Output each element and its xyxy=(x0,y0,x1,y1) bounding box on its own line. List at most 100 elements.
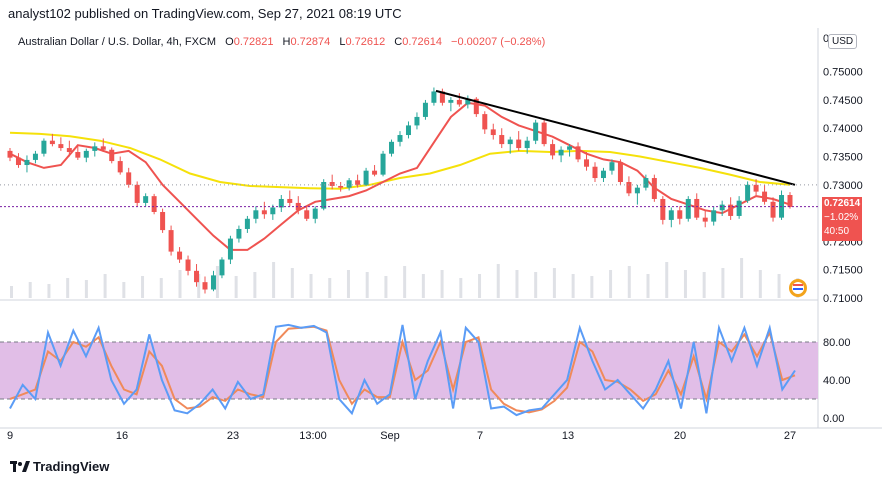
volume-bar xyxy=(552,268,556,298)
stoch-k-line xyxy=(9,323,796,417)
candle-body xyxy=(550,144,556,156)
candle-body xyxy=(83,150,89,158)
candle-body xyxy=(634,187,640,194)
candle-body xyxy=(75,152,81,158)
candle-body xyxy=(473,98,479,115)
candle xyxy=(711,206,717,226)
candle-body xyxy=(643,178,649,188)
candle-body xyxy=(711,210,717,222)
candle-body xyxy=(270,207,276,215)
candle-body xyxy=(236,228,242,239)
trendline xyxy=(435,89,796,186)
candle-body xyxy=(219,259,225,276)
tradingview-logo[interactable]: TradingView xyxy=(10,459,109,474)
last-price: 0.72614 xyxy=(824,198,861,209)
candle xyxy=(295,196,301,215)
candle-body xyxy=(575,146,581,160)
candle xyxy=(134,181,140,207)
volume-bar xyxy=(627,266,631,298)
time-tick-label: 20 xyxy=(674,430,686,442)
time-tick-label: 23 xyxy=(227,430,239,442)
candle xyxy=(312,206,318,224)
candle xyxy=(719,200,725,216)
high-label: H xyxy=(282,36,291,48)
chart-area[interactable]: 0.750000.745000.740000.735000.730000.720… xyxy=(0,28,882,452)
candle xyxy=(524,136,530,154)
publish-info: analyst102 published on TradingView.com,… xyxy=(8,6,402,21)
candle xyxy=(270,204,276,220)
low-value: 0.72612 xyxy=(345,36,386,48)
candle xyxy=(210,270,216,292)
volume-bar xyxy=(103,274,107,298)
time-tick-label: 9 xyxy=(7,430,13,442)
fx-flag-icon[interactable] xyxy=(789,279,807,297)
candle xyxy=(177,247,183,263)
candle-body xyxy=(533,122,539,141)
candle-body xyxy=(177,251,183,260)
candle xyxy=(355,174,361,188)
candle xyxy=(584,152,590,171)
candle xyxy=(592,162,598,182)
candle xyxy=(567,144,573,157)
candle-body xyxy=(626,182,632,194)
candle xyxy=(346,178,352,191)
close-value: 0.72614 xyxy=(402,36,442,48)
candle xyxy=(151,193,157,215)
candle xyxy=(702,210,708,228)
candle xyxy=(143,193,149,207)
candle-body xyxy=(117,161,123,173)
candle xyxy=(194,264,200,287)
candle xyxy=(736,196,742,219)
candle-body xyxy=(100,146,106,150)
candle xyxy=(168,225,174,256)
volume-bar xyxy=(328,278,332,298)
candle-body xyxy=(210,275,216,290)
candle-body xyxy=(694,198,700,218)
candle xyxy=(261,201,267,219)
candle-body xyxy=(617,162,623,182)
price-tick-label: 0.71500 xyxy=(823,265,863,277)
candle xyxy=(490,123,496,140)
candle-body xyxy=(389,141,395,154)
candle xyxy=(499,128,505,149)
candle-body xyxy=(160,211,166,231)
volume-bar xyxy=(777,274,781,298)
volume-bar xyxy=(478,274,482,298)
candle-body xyxy=(609,162,615,171)
candle xyxy=(643,174,649,191)
candle-body xyxy=(321,182,327,209)
candle xyxy=(49,133,55,147)
candle-body xyxy=(719,204,725,211)
fast-ma-line xyxy=(9,101,791,251)
candle-body xyxy=(41,140,47,154)
candle xyxy=(550,139,556,160)
bar-countdown: 40:50 xyxy=(824,226,850,237)
candle-body xyxy=(465,98,471,105)
candle xyxy=(7,148,13,162)
low-label: L xyxy=(339,36,346,48)
candle xyxy=(117,156,123,175)
volume-bar xyxy=(178,270,182,298)
candle xyxy=(634,184,640,205)
candle-body xyxy=(482,114,488,130)
stoch-tick-label: 40.00 xyxy=(823,375,851,387)
candle-body xyxy=(770,201,776,218)
candle xyxy=(787,192,793,209)
currency-button[interactable]: USD xyxy=(828,34,858,49)
volume-bar xyxy=(28,282,32,298)
candle xyxy=(253,206,259,224)
time-tick-label: 16 xyxy=(116,430,128,442)
candle-body xyxy=(92,146,98,151)
candle xyxy=(779,190,785,220)
high-value: 0.72874 xyxy=(290,36,331,48)
candle xyxy=(389,139,395,157)
candle-body xyxy=(109,149,115,162)
candle xyxy=(32,150,38,164)
candle xyxy=(338,182,344,192)
candle-body xyxy=(380,153,386,175)
candle xyxy=(244,215,250,233)
volume-bar xyxy=(496,264,500,298)
time-tick-label: 13:00 xyxy=(299,430,327,442)
candle xyxy=(15,153,21,168)
candle xyxy=(575,142,581,163)
